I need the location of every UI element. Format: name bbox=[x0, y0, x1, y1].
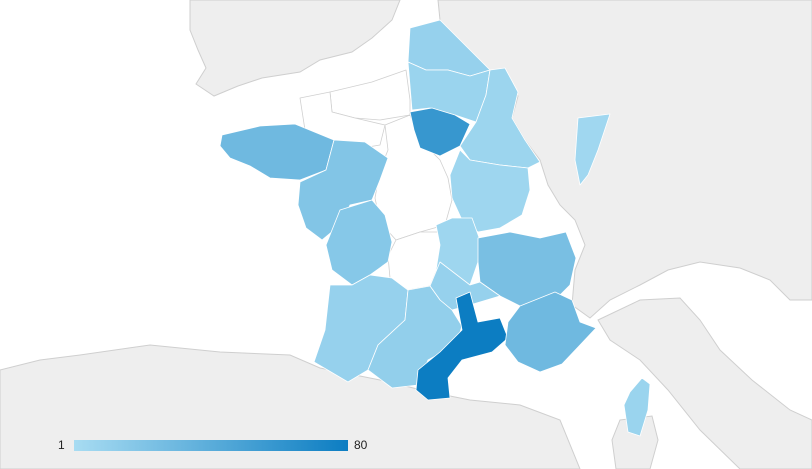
color-scale-legend: 1 80 bbox=[58, 437, 367, 453]
region-corse[interactable] bbox=[623, 377, 651, 437]
land-great-britain bbox=[189, 0, 401, 97]
land-sardinia bbox=[611, 415, 659, 469]
legend-max-label: 80 bbox=[354, 438, 368, 452]
region-alsace[interactable] bbox=[574, 113, 611, 186]
region-midi-pyrenees[interactable] bbox=[367, 285, 463, 389]
land-italy bbox=[597, 297, 812, 469]
land-iberia bbox=[0, 344, 581, 469]
region-franche-comte-lorraine[interactable] bbox=[449, 149, 531, 233]
region-poitou-charentes[interactable] bbox=[325, 199, 393, 286]
region-haute-normandie[interactable] bbox=[329, 69, 411, 121]
region-rhone-alpes[interactable] bbox=[477, 231, 577, 307]
legend-gradient-bar bbox=[74, 440, 348, 451]
region-provence-alpes-cote-dazur[interactable] bbox=[504, 291, 597, 373]
legend-min-label: 1 bbox=[58, 438, 65, 452]
france-regions bbox=[219, 19, 651, 437]
region-languedoc-roussillon[interactable] bbox=[415, 291, 509, 401]
region-bretagne[interactable] bbox=[219, 123, 335, 181]
